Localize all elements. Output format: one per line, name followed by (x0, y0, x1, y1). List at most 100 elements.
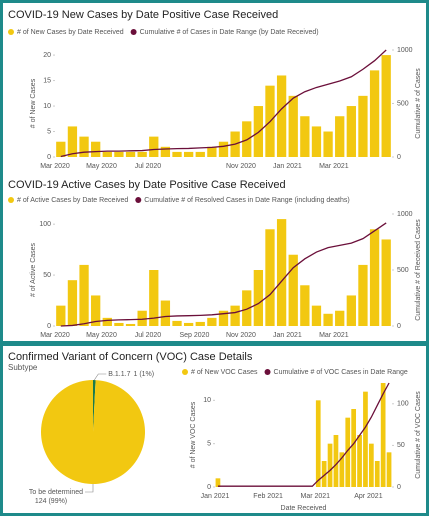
x-tick-label: Mar 2020 (40, 332, 70, 339)
slice-category: To be determined (29, 489, 83, 496)
bar (339, 452, 345, 487)
bar (102, 151, 112, 157)
y2-tick-label: 500 (397, 100, 409, 107)
y2-tick-label: 0 (397, 323, 401, 330)
y2-tick-label: 100 (397, 401, 409, 408)
bar (91, 295, 101, 326)
y2-tick-label: 1000 (397, 47, 413, 54)
bar (218, 310, 229, 326)
bar (218, 141, 229, 157)
leader-line (94, 373, 107, 381)
bar (374, 461, 380, 487)
cumulative-line (60, 49, 387, 158)
bar (125, 323, 136, 326)
bar (327, 443, 333, 487)
bar (67, 280, 78, 326)
bar (79, 136, 89, 157)
bar (311, 305, 322, 326)
slice-value: 1 (1%) (133, 371, 154, 378)
bar (230, 305, 240, 326)
x-tick-label: Jan 2021 (273, 332, 302, 339)
y-tick-label: 0 (47, 323, 51, 330)
y2-axis-title: Cumulative # of Received Cases (415, 219, 422, 321)
bar (323, 313, 333, 326)
x-tick-label: Jul 2020 (135, 332, 162, 339)
bar (149, 136, 159, 157)
y-axis-title: # of Active Cases (30, 242, 37, 297)
bar (56, 141, 66, 157)
bar (380, 383, 386, 487)
legend-label: Cumulative # of VOC Cases in Date Range (274, 369, 408, 376)
bar (369, 70, 380, 157)
y2-tick-label: 500 (397, 267, 409, 274)
y2-tick-label: 0 (397, 154, 401, 161)
pie-slice (93, 380, 96, 432)
bar (207, 317, 217, 326)
bar (125, 151, 136, 157)
y-axis-title: # of New Cases (30, 78, 37, 128)
bar (215, 478, 221, 487)
x-tick-label: May 2020 (86, 332, 117, 339)
bar (265, 229, 275, 326)
x-tick-label: Mar 2021 (319, 163, 349, 170)
pie-slice (40, 380, 145, 485)
legend-marker (135, 197, 142, 203)
x-tick-label: Jan 2021 (273, 163, 302, 170)
x-tick-label: Sep 2020 (179, 332, 209, 339)
bar (195, 151, 205, 157)
bar (67, 126, 78, 157)
bar (149, 270, 159, 326)
y-tick-label: 5 (207, 441, 211, 448)
bar (323, 131, 333, 157)
bar (160, 146, 171, 157)
y-tick-label: 100 (39, 221, 51, 228)
bar (288, 95, 298, 157)
bar (172, 320, 182, 326)
slice-value: 124 (99%) (35, 498, 67, 505)
chart-title: COVID-19 New Cases by Date Positive Case… (8, 9, 278, 21)
cumulative-line (60, 222, 387, 327)
y-axis-title: # of New VOC Cases (190, 401, 197, 468)
bar (358, 95, 368, 157)
bar (358, 264, 368, 326)
legend-label: Cumulative # of Cases in Date Range (by … (140, 29, 319, 36)
y2-axis-title: Cumulative # of Cases (415, 68, 422, 139)
legend-label: # of Active Cases by Date Received (17, 197, 128, 204)
bar (102, 317, 112, 326)
bar (195, 321, 205, 326)
y2-axis-title: Cumulative # of VOC Cases (415, 391, 422, 479)
x-axis-title: Date Received (281, 505, 327, 512)
bar (345, 417, 351, 487)
legend-marker (8, 29, 14, 35)
bar (276, 75, 287, 157)
legend-marker (182, 369, 188, 375)
bar (381, 239, 391, 326)
chart-subtitle: Subtype (8, 363, 38, 372)
y-tick-label: 10 (43, 103, 51, 110)
x-tick-label: Nov 2020 (226, 332, 256, 339)
bar (386, 452, 392, 487)
x-tick-label: Jul 2020 (135, 163, 162, 170)
y2-tick-label: 0 (397, 484, 401, 491)
bar (300, 116, 310, 157)
bar (79, 264, 89, 326)
bar (335, 310, 345, 326)
slice-category: B.1.1.7 (108, 371, 130, 378)
legend-label: Cumulative # of Resolved Cases in Date R… (144, 197, 349, 204)
bar (253, 270, 264, 326)
x-tick-label: Feb 2021 (253, 493, 283, 500)
x-tick-label: Mar 2021 (319, 332, 349, 339)
bar (315, 400, 321, 487)
x-tick-label: Apr 2021 (354, 493, 383, 500)
leader-line (85, 484, 94, 493)
slice-label: B.1.1.7 1 (1%) (108, 371, 154, 378)
legend-label: # of New VOC Cases (191, 369, 258, 376)
legend-marker (130, 29, 137, 35)
bar (137, 151, 147, 157)
bar (351, 409, 357, 487)
bar (114, 151, 124, 157)
bar (368, 443, 374, 487)
y-tick-label: 5 (47, 128, 51, 135)
x-tick-label: Jan 2021 (201, 493, 230, 500)
